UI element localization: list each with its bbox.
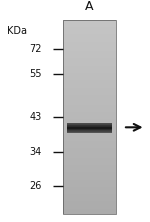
- Text: 26: 26: [30, 181, 42, 191]
- Bar: [63, 80, 116, 83]
- Bar: [63, 78, 116, 80]
- Bar: [63, 168, 116, 170]
- Bar: [67, 132, 112, 133]
- Bar: [63, 68, 116, 71]
- Bar: [63, 136, 116, 139]
- Bar: [63, 112, 116, 114]
- Bar: [63, 139, 116, 141]
- Bar: [63, 85, 116, 87]
- Bar: [63, 22, 116, 25]
- Bar: [63, 151, 116, 153]
- Bar: [67, 125, 112, 126]
- Bar: [63, 131, 116, 134]
- Bar: [63, 124, 116, 126]
- Bar: [63, 209, 116, 211]
- Bar: [63, 192, 116, 194]
- Bar: [63, 199, 116, 201]
- Bar: [63, 211, 116, 214]
- Bar: [63, 143, 116, 146]
- Bar: [63, 49, 116, 51]
- Bar: [63, 32, 116, 34]
- Bar: [63, 119, 116, 121]
- Bar: [63, 194, 116, 197]
- Bar: [63, 175, 116, 177]
- Bar: [63, 20, 116, 22]
- Text: 72: 72: [30, 44, 42, 54]
- Bar: [63, 27, 116, 29]
- Text: 43: 43: [30, 112, 42, 122]
- Bar: [63, 114, 116, 117]
- Text: 34: 34: [30, 147, 42, 157]
- Text: 55: 55: [30, 69, 42, 79]
- Bar: [63, 109, 116, 112]
- Bar: [63, 187, 116, 189]
- Bar: [63, 95, 116, 97]
- Bar: [63, 146, 116, 148]
- Text: A: A: [85, 0, 93, 13]
- Bar: [63, 37, 116, 39]
- Bar: [67, 130, 112, 131]
- Bar: [63, 58, 116, 61]
- Bar: [63, 105, 116, 107]
- Bar: [63, 73, 116, 75]
- Bar: [63, 121, 116, 124]
- Bar: [63, 189, 116, 192]
- Bar: [63, 182, 116, 184]
- Bar: [63, 42, 116, 44]
- Bar: [63, 180, 116, 182]
- Bar: [63, 126, 116, 129]
- Bar: [63, 107, 116, 109]
- Bar: [63, 63, 116, 66]
- Bar: [63, 44, 116, 46]
- Bar: [67, 124, 112, 125]
- Bar: [63, 87, 116, 90]
- Bar: [63, 51, 116, 54]
- Bar: [67, 126, 112, 127]
- Bar: [63, 39, 116, 42]
- Bar: [63, 160, 116, 163]
- Bar: [63, 129, 116, 131]
- Bar: [63, 56, 116, 58]
- Bar: [63, 92, 116, 95]
- Bar: [63, 197, 116, 199]
- Bar: [63, 61, 116, 63]
- Bar: [63, 102, 116, 105]
- Bar: [63, 206, 116, 209]
- Bar: [63, 100, 116, 102]
- Bar: [63, 165, 116, 168]
- Bar: [63, 90, 116, 92]
- Bar: [67, 128, 112, 129]
- Bar: [63, 172, 116, 175]
- Bar: [67, 127, 112, 128]
- Text: KDa: KDa: [8, 26, 27, 36]
- Bar: [63, 71, 116, 73]
- Bar: [63, 54, 116, 56]
- Bar: [63, 75, 116, 78]
- Bar: [63, 170, 116, 172]
- Bar: [63, 158, 116, 160]
- Bar: [63, 153, 116, 155]
- Bar: [63, 29, 116, 32]
- Bar: [63, 34, 116, 37]
- Bar: [63, 141, 116, 143]
- Bar: [63, 184, 116, 187]
- Bar: [63, 46, 116, 49]
- Bar: [63, 148, 116, 151]
- Bar: [63, 20, 116, 214]
- Bar: [63, 117, 116, 119]
- Bar: [67, 131, 112, 132]
- Bar: [63, 201, 116, 204]
- Bar: [63, 83, 116, 85]
- Bar: [63, 163, 116, 165]
- Bar: [63, 66, 116, 68]
- Bar: [63, 177, 116, 180]
- Bar: [63, 97, 116, 100]
- Bar: [63, 204, 116, 206]
- Bar: [67, 129, 112, 130]
- Bar: [67, 123, 112, 124]
- Bar: [63, 134, 116, 136]
- Bar: [63, 25, 116, 27]
- Bar: [63, 155, 116, 158]
